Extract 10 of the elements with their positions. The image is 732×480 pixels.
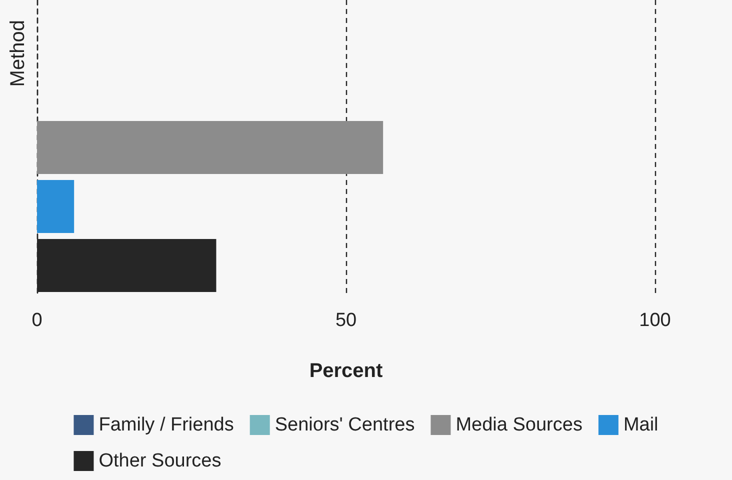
legend-label: Mail <box>623 414 658 436</box>
legend-label: Media Sources <box>456 414 582 436</box>
x-tick-label: 100 <box>639 310 671 331</box>
legend-label: Family / Friends <box>98 414 234 436</box>
legend-label: Other Sources <box>98 450 222 472</box>
y-axis-title: Method <box>7 20 29 87</box>
x-axis-title: Percent <box>309 360 384 382</box>
x-tick-label: 0 <box>32 310 42 331</box>
x-tick-label: 50 <box>335 310 357 331</box>
legend-label: Seniors' Centres <box>274 414 415 436</box>
